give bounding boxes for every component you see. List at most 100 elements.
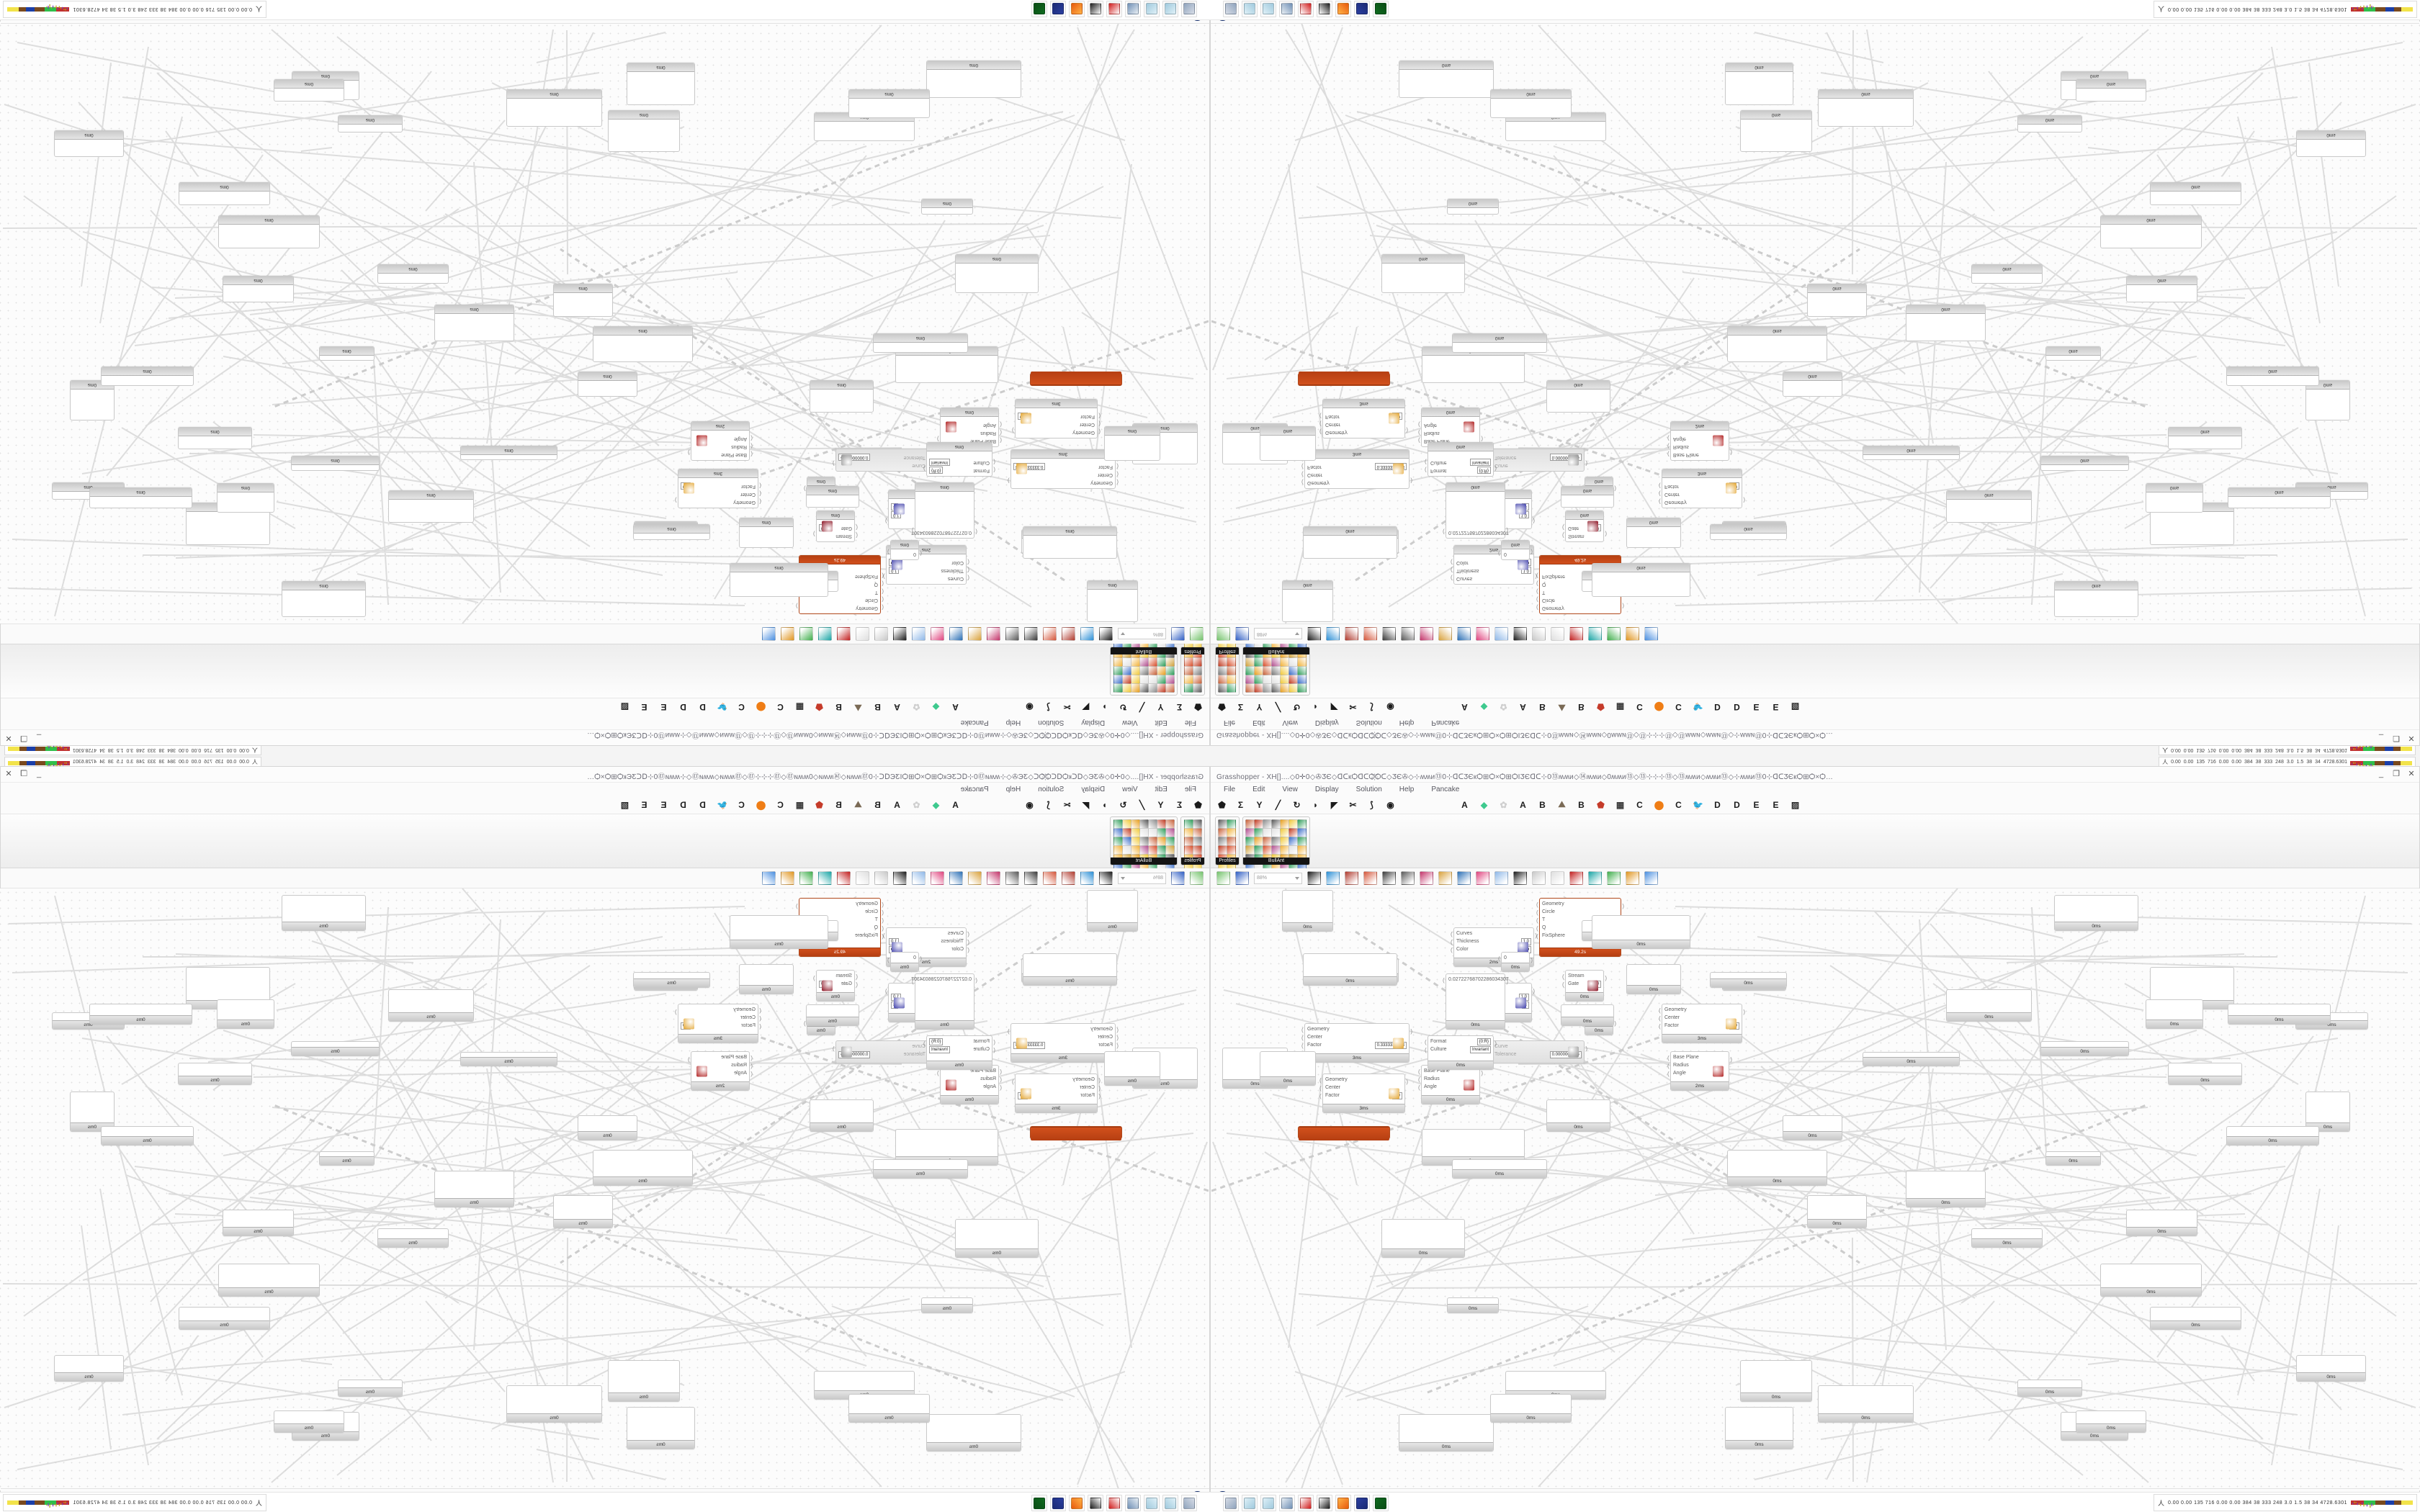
gh-input-port[interactable]: ( [750,443,753,449]
gh-output-port[interactable]: ) [1506,978,1508,985]
addon-terrain-tab-icon[interactable]: ⛰ [1558,799,1566,809]
gh-output-port[interactable]: ) [1614,1020,1616,1027]
gh-input-port[interactable]: ( [975,977,977,984]
preview-eye-icon[interactable] [1080,871,1094,885]
taskbar-item-save-pa[interactable] [1050,1495,1066,1511]
sketch-select-icon[interactable] [1099,627,1113,641]
gh-component[interactable]: 0ms [2226,1126,2319,1146]
minimize-icon[interactable]: _ [2378,770,2384,778]
taskbar-item-notepad-2[interactable] [1144,1,1160,17]
addon-b-tab-icon[interactable]: B [1539,799,1546,810]
gh-component[interactable]: 0ms [1727,1150,1827,1186]
gh-input-port[interactable]: ( [1667,1055,1670,1061]
taskbar-item-calculator[interactable] [1125,1,1141,17]
preview-green-icon[interactable] [1607,627,1621,641]
gh-component[interactable]: 0ms [1807,284,1867,317]
gh-output-port[interactable]: ) [1585,1045,1587,1052]
gh-output-port[interactable]: ) [912,527,914,534]
gh-component[interactable]: 0ms [1783,372,1842,397]
gh-component[interactable]: (((GeometryCenterFactor1.0)3ms [1319,1074,1408,1113]
open-file-icon[interactable] [1190,627,1204,641]
addon-cloud-tab-icon[interactable]: ✿ [1500,799,1507,810]
gh-input-port[interactable]: ( [1418,437,1420,444]
addon-cloud-tab-icon[interactable]: ✿ [913,799,920,810]
preview-amber-icon[interactable] [781,627,794,641]
gh-component[interactable]: 0ms [1971,1228,2043,1248]
shade-red-icon[interactable] [1569,627,1583,641]
document-props-icon[interactable] [1401,871,1415,885]
gh-component[interactable]: 0ms [319,1151,375,1166]
addon-e-tab-icon[interactable]: E [660,702,667,713]
gh-component[interactable]: 0ms [2296,130,2366,157]
gh-component[interactable]: 0ms [1104,426,1160,461]
gh-component[interactable]: (((Base Plane Radius Angle) 2ms [688,421,753,461]
windows-taskbar[interactable]: 人 0.00 0.00 135 716 0.00 0.00 384 38 333… [1210,0,2420,20]
gh-component[interactable]: ((StreamGate0)0ms [813,970,858,1002]
gh-output-port[interactable]: ) [688,1056,690,1063]
gh-component[interactable]: 0ms [578,1115,637,1140]
gha-assemblies-icon[interactable] [987,627,1000,641]
gh-component-error[interactable] [1030,372,1122,386]
gh-component[interactable]: 0ms [506,1385,602,1423]
menu-item-solution[interactable]: Solution [1038,786,1065,793]
gh-input-port[interactable]: ( [993,467,995,473]
gh-input-port[interactable]: ( [1562,973,1564,980]
gh-component[interactable]: 0ms [291,456,380,471]
component-icon[interactable] [1139,657,1149,667]
gh-component[interactable]: 0ms [593,1150,693,1186]
gh-component[interactable]: 0ms [1592,563,1690,597]
addon-mesh2-tab-icon[interactable]: ▨ [620,799,629,810]
gh-component[interactable]: 0ms [739,518,794,548]
taskbar-item-terminal[interactable] [1031,1495,1047,1511]
gh-component[interactable]: (((GeometryCenterFactor1.0)3ms [1012,399,1101,438]
gh-component[interactable]: 0ms [1906,1171,1986,1207]
params-tab-icon[interactable]: ⬟ [1218,799,1226,810]
taskbar-item-notepad-2[interactable] [1260,1,1276,17]
taskbar-tray[interactable]: 人 0.00 0.00 135 716 0.00 0.00 384 38 333… [3,1,267,18]
addon-a-tab-icon[interactable]: A [952,702,959,713]
gh-param-value[interactable]: Invariant [1469,459,1491,467]
gh-output-port[interactable]: ) [1614,485,1616,492]
intersect-tab-icon[interactable]: ✂ [1349,702,1357,713]
gh-component[interactable]: 0ms [1087,580,1138,622]
addon-cloud-tab-icon[interactable]: ✿ [1500,702,1507,713]
taskbar-item-notepad[interactable] [1162,1,1178,17]
gh-input-port[interactable]: ( [1562,981,1564,988]
addon-shield-tab-icon[interactable]: ⬟ [1597,799,1605,810]
gh-input-port[interactable]: ( [1000,429,1002,436]
gh-component[interactable]: 0ms [1490,1394,1572,1423]
gh-input-port[interactable]: ( [882,588,884,595]
gh-input-port[interactable]: ( [1319,1085,1322,1092]
gh-output-port[interactable]: ) [923,1040,926,1047]
gh-component[interactable]: 0ms [1452,1159,1547,1179]
gh-input-port[interactable]: ( [993,459,995,465]
gh-component[interactable]: 0ms [1818,1385,1914,1423]
addon-cloud-tab-icon[interactable]: ✿ [913,702,920,713]
grasshopper-tab-bar[interactable]: ⬟ Σ Y ╱ ↻ ◗ ◤ ✂ ⟆ ◉ A ◆ ✿ A B ⛰ B ⬟ ▦ C ⬤ C 🐦 D D E E ▨ [1,797,1209,814]
gh-output-port[interactable]: ) [1533,988,1535,994]
window-buttons[interactable]: _ ❐ ✕ [4,733,44,743]
menu-item-help[interactable]: Help [1005,719,1021,726]
gh-input-port[interactable]: ( [1098,420,1101,427]
gh-input-port[interactable]: ( [1000,1076,1002,1083]
gh-component[interactable]: 0ms [1863,446,1960,460]
addon-terrain-tab-icon[interactable]: ⛰ [854,703,862,713]
component-icon[interactable] [1227,666,1236,675]
gh-component[interactable]: 0ms [89,487,192,508]
grasshopper-component-ribbon[interactable]: Profiles BullAnt [1,814,1209,872]
gh-input-port[interactable]: ( [1418,1084,1420,1091]
profiler-icon[interactable] [1382,871,1396,885]
preview-eye-icon[interactable] [1326,627,1340,641]
close-icon[interactable]: ✕ [5,770,12,778]
gh-component[interactable]: 0ms [274,1410,344,1433]
preview-amber-icon[interactable] [1626,627,1639,641]
addon-a2-tab-icon[interactable]: A [1520,702,1526,713]
gh-component[interactable]: 0ms [1399,1414,1494,1452]
gh-input-port[interactable]: ( [1418,429,1420,436]
gh-component[interactable]: 0ms [223,276,294,302]
gh-input-port[interactable]: ( [1418,421,1420,428]
mesh-tab-icon[interactable]: ◤ [1082,702,1090,713]
gh-output-port[interactable]: ) [887,957,889,963]
component-icon[interactable] [1139,683,1149,693]
gh-output-port[interactable]: ) [1743,497,1745,503]
